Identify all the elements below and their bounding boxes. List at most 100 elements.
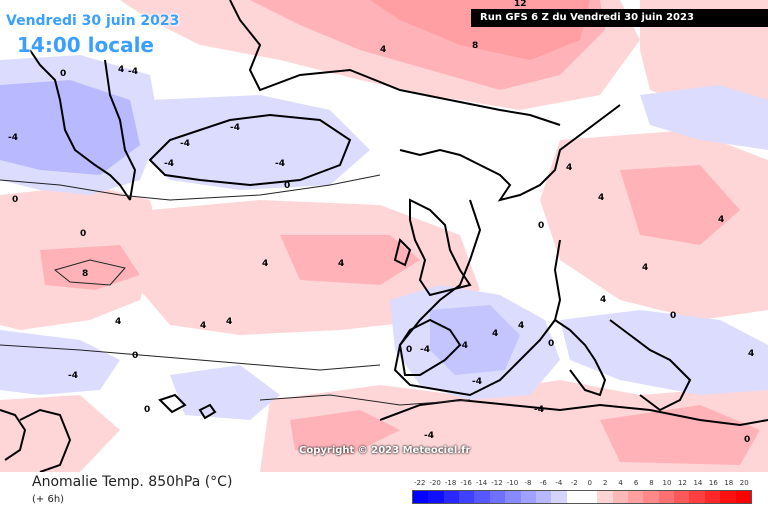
contour-label: 4 bbox=[380, 45, 386, 55]
legend-color-cell bbox=[428, 491, 444, 503]
coast-scandinavia bbox=[399, 104, 621, 202]
coast-europe-west bbox=[393, 199, 562, 397]
contour-label: 4 bbox=[200, 321, 206, 331]
cold-area-atlantic-sw bbox=[0, 330, 120, 395]
legend-color-cell bbox=[689, 491, 705, 503]
contour-label: 0 bbox=[538, 221, 544, 231]
cold-area-mediterranean bbox=[560, 310, 768, 395]
legend-tick-label: 16 bbox=[708, 479, 718, 487]
cold-area-greenland-strong bbox=[0, 80, 140, 175]
coast-canary-islands bbox=[158, 393, 217, 420]
contour-label: 8 bbox=[82, 269, 88, 279]
legend-tick-label: -4 bbox=[555, 479, 563, 487]
warm-area-africa-mid-east bbox=[600, 405, 760, 465]
legend-tick-label: 2 bbox=[602, 479, 608, 487]
legend-tick-label: 6 bbox=[633, 479, 639, 487]
copyright-text: Copyright © 2023 Meteociel.fr bbox=[299, 445, 471, 456]
legend-color-cell bbox=[658, 491, 675, 503]
contour-label: 0 bbox=[406, 345, 412, 355]
temperature-anomaly-map: 0 4 -4 -4 -4 -4 -4 -4 0 0 0 8 4 0 -4 4 4… bbox=[0, 0, 768, 472]
legend-color-cell bbox=[535, 491, 552, 503]
contour-zero-africa bbox=[259, 394, 471, 406]
contour-label: 4 bbox=[748, 349, 754, 359]
contour-label: -4 bbox=[534, 405, 544, 415]
contour-label: -4 bbox=[275, 159, 285, 169]
contour-label: 0 bbox=[548, 339, 554, 349]
legend-tick-label: -8 bbox=[524, 479, 532, 487]
legend-color-cell bbox=[413, 491, 429, 503]
forecast-date: Vendredi 30 juin 2023 bbox=[6, 13, 180, 29]
contour-label: 0 bbox=[144, 405, 150, 415]
legend-color-cell bbox=[443, 491, 460, 503]
contour-label: 0 bbox=[80, 229, 86, 239]
warm-area-africa-mid bbox=[290, 410, 400, 455]
model-run-banner: Run GFS 6 Z du Vendredi 30 juin 2023 bbox=[471, 9, 768, 27]
legend-tick-label: -6 bbox=[539, 479, 547, 487]
contour-8-west bbox=[53, 259, 126, 286]
legend-scale-labels: -22 -20 -18 -16 -14 -12 -10 -8 -6 -4 -2 0 2 4 6 8 10 12 14… bbox=[412, 479, 752, 489]
legend-tick-label: 8 bbox=[649, 479, 654, 487]
legend-tick-label: -22 bbox=[414, 479, 426, 487]
legend-color-cell bbox=[520, 491, 536, 503]
contour-label: -4 bbox=[230, 123, 240, 133]
contour-label: 0 bbox=[284, 181, 290, 191]
warm-area-central-europe-mid bbox=[620, 165, 740, 245]
contour-label: 4 bbox=[718, 215, 724, 225]
legend-color-bar bbox=[412, 490, 752, 504]
contour-label: 0 bbox=[670, 311, 676, 321]
coast-sw-africa bbox=[19, 408, 72, 472]
legend-tick-label: 14 bbox=[693, 479, 703, 487]
coastline-layer bbox=[0, 0, 768, 472]
legend-tick-label: -16 bbox=[460, 479, 472, 487]
legend-color-cell bbox=[720, 491, 736, 503]
isotherm-lines bbox=[0, 174, 471, 406]
warm-area-atlantic-center-mid bbox=[280, 235, 420, 285]
contour-label: -4 bbox=[128, 67, 138, 77]
variable-title: Anomalie Temp. 850hPa (°C) bbox=[32, 474, 233, 490]
cold-area-canary bbox=[170, 365, 280, 420]
legend-color-cell bbox=[628, 491, 644, 503]
legend-tick-label: 20 bbox=[739, 479, 749, 487]
legend-tick-label: 0 bbox=[587, 479, 592, 487]
coast-uk bbox=[409, 198, 472, 297]
contour-label: -4 bbox=[8, 133, 18, 143]
legend-tick-label: -12 bbox=[491, 479, 503, 487]
contour-label: 4 bbox=[338, 259, 344, 269]
legend-color-cell bbox=[704, 491, 721, 503]
contour-label: 8 bbox=[472, 41, 478, 51]
contour-label: -4 bbox=[472, 377, 482, 387]
contour-label: 0 bbox=[60, 69, 66, 79]
contour-label: 4 bbox=[598, 193, 604, 203]
contour-label: -4 bbox=[164, 159, 174, 169]
legend-tick-label: -20 bbox=[429, 479, 441, 487]
legend-tick-label: 12 bbox=[677, 479, 687, 487]
coast-iberia bbox=[398, 318, 462, 376]
legend-color-cell bbox=[505, 491, 521, 503]
contour-label: 4 bbox=[226, 317, 232, 327]
legend-tick-label: -2 bbox=[570, 479, 578, 487]
coast-hudson bbox=[0, 409, 27, 461]
contour-label: -4 bbox=[458, 341, 468, 351]
contour-label: 4 bbox=[600, 295, 606, 305]
legend-tick-label: 18 bbox=[724, 479, 734, 487]
contour-zero-south bbox=[0, 344, 381, 371]
legend-color-cell bbox=[459, 491, 475, 503]
contour-label: 4 bbox=[566, 163, 572, 173]
contour-label: 4 bbox=[118, 65, 124, 75]
contour-label: 0 bbox=[744, 435, 750, 445]
coast-greenland bbox=[29, 49, 137, 201]
contour-label: 4 bbox=[642, 263, 648, 273]
legend-tick-label: 10 bbox=[662, 479, 672, 487]
contour-label: 4 bbox=[262, 259, 268, 269]
coast-italy bbox=[554, 319, 607, 397]
legend-tick-label: 4 bbox=[618, 479, 623, 487]
cold-area-west-europe-mid bbox=[430, 305, 520, 375]
contour-label: 4 bbox=[115, 317, 121, 327]
contour-label: -4 bbox=[424, 431, 434, 441]
legend-tick-label: -10 bbox=[506, 479, 519, 487]
legend-color-cell bbox=[551, 491, 567, 503]
contour-label-layer: 0 4 -4 -4 -4 -4 -4 -4 0 0 0 8 4 0 -4 4 4… bbox=[8, 0, 754, 445]
legend-color-cell bbox=[674, 491, 690, 503]
legend-color-cell bbox=[489, 491, 506, 503]
